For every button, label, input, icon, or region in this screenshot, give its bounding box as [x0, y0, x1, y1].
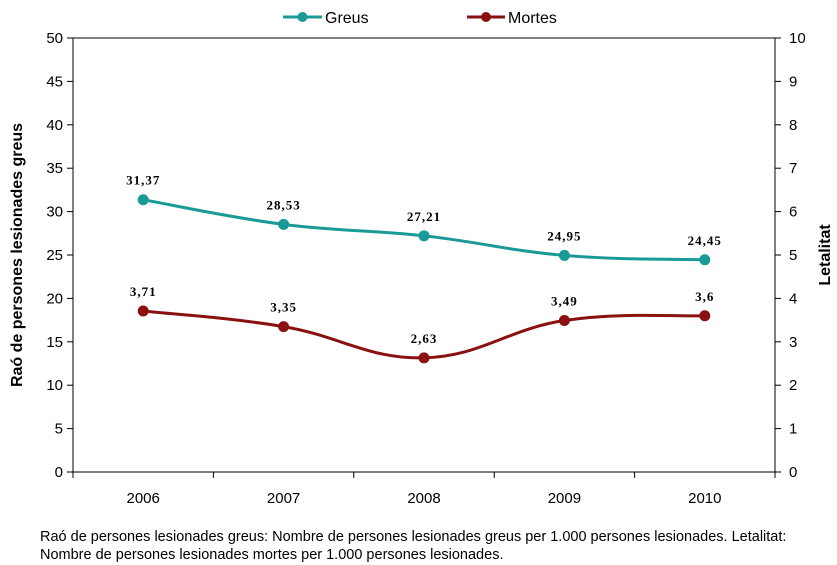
y-right-axis-title: Letalitat	[817, 224, 834, 286]
legend-label-greus: Greus	[325, 10, 369, 27]
data-label-greus: 28,53	[266, 197, 300, 212]
series-point-greus	[699, 254, 711, 266]
series-point-mortes	[137, 305, 149, 317]
data-label-mortes: 2,63	[411, 331, 438, 346]
y-left-tick-label: 15	[46, 334, 63, 351]
y-right-tick-label: 7	[789, 160, 797, 177]
data-label-mortes: 3,71	[130, 284, 157, 299]
footnote: Raó de persones lesionades greus: Nombre…	[40, 529, 787, 563]
data-label-greus: 24,95	[547, 228, 581, 243]
y-right-tick-label: 0	[789, 464, 797, 481]
plot-frame	[72, 37, 776, 473]
y-right-tick-label: 2	[789, 377, 797, 394]
y-right-tick-label: 10	[789, 30, 806, 47]
series-point-mortes	[558, 315, 570, 327]
y-left-tick-label: 25	[46, 247, 63, 264]
data-label-greus: 31,37	[126, 173, 160, 188]
data-label-greus: 27,21	[407, 209, 441, 224]
series-point-greus	[278, 218, 290, 230]
y-right-tick-label: 9	[789, 73, 797, 90]
data-label-mortes: 3,49	[551, 294, 578, 309]
data-label-mortes: 3,35	[270, 300, 297, 315]
x-tick-label: 2006	[127, 490, 160, 507]
y-left-axis-title: Raó de persones lesionades greus	[9, 123, 26, 387]
series-point-greus	[137, 194, 149, 206]
chart: Greus Mortes 0510152025303540455001234567…	[9, 10, 834, 507]
y-right-tick-label: 1	[789, 421, 797, 438]
y-right-tick-label: 3	[789, 334, 797, 351]
y-left-tick-label: 0	[55, 464, 63, 481]
series-point-mortes	[699, 310, 711, 322]
x-tick-label: 2007	[267, 490, 300, 507]
legend-marker-mortes	[481, 12, 491, 22]
data-label-mortes: 3,6	[695, 289, 714, 304]
y-left-tick-label: 45	[46, 73, 63, 90]
data-labels: 31,37 28,53 27,21 24,95 24,45 3,71 3,35 2,63 3,4…	[126, 173, 722, 346]
series-layer	[137, 194, 711, 364]
x-tick-label: 2010	[688, 490, 721, 507]
data-label-greus: 24,45	[688, 233, 722, 248]
legend-label-mortes: Mortes	[508, 10, 557, 27]
series-point-greus	[418, 230, 430, 242]
y-left-tick-label: 5	[55, 421, 63, 438]
y-left-tick-label: 40	[46, 117, 63, 134]
y-right-tick-label: 8	[789, 117, 797, 134]
legend: Greus Mortes	[283, 10, 557, 27]
y-left-tick-label: 35	[46, 160, 63, 177]
y-left-tick-label: 20	[46, 290, 63, 307]
series-point-mortes	[418, 352, 430, 364]
y-right-tick-label: 6	[789, 204, 797, 221]
series-point-mortes	[278, 321, 290, 333]
y-left-tick-label: 10	[46, 377, 63, 394]
x-tick-label: 2008	[407, 490, 440, 507]
legend-marker-greus	[297, 12, 308, 22]
y-left-tick-label: 50	[46, 30, 63, 47]
series-point-greus	[558, 249, 570, 261]
x-tick-label: 2009	[548, 490, 581, 507]
y-right-tick-label: 5	[789, 247, 797, 264]
y-left-tick-label: 30	[46, 204, 63, 221]
y-right-tick-label: 4	[789, 290, 797, 307]
